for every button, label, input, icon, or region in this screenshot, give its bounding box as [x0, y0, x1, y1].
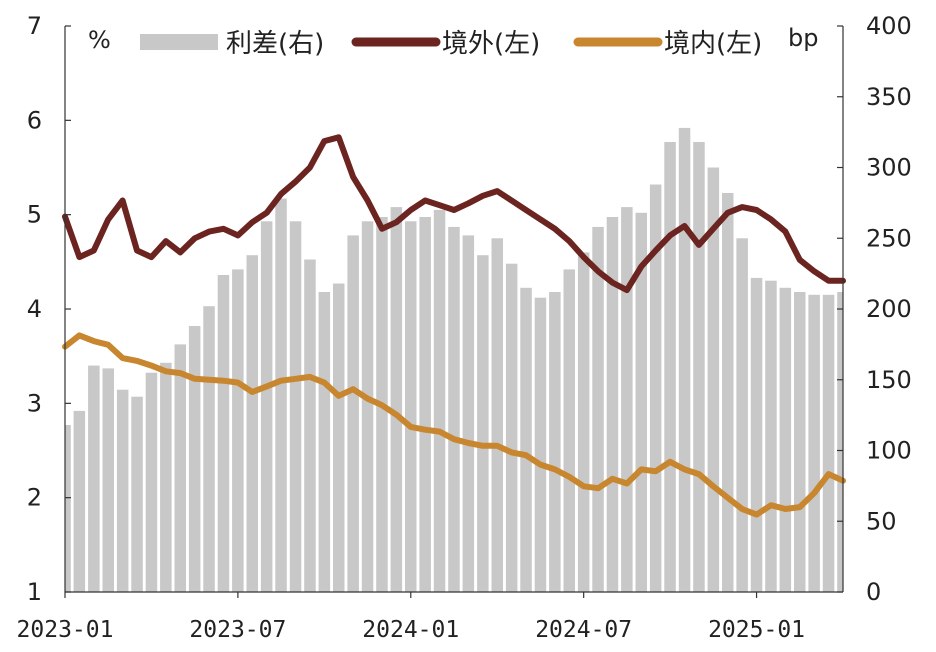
- spread-bar: [462, 235, 475, 592]
- spread-bar: [505, 263, 518, 592]
- spread-bar: [477, 255, 489, 592]
- x-tick-label: 2024-01: [362, 617, 459, 643]
- spread-bars: [65, 127, 843, 593]
- left-tick-label: 5: [27, 201, 42, 229]
- spread-bar: [808, 294, 820, 592]
- spread-bar: [361, 221, 374, 593]
- spread-bar: [65, 425, 71, 592]
- spread-bar: [419, 217, 431, 592]
- right-tick-label: 250: [866, 224, 912, 252]
- legend: 利差(右) 境外(左) 境内(左): [140, 29, 762, 59]
- spread-bar: [304, 259, 316, 592]
- onshore-line: [62, 332, 846, 518]
- x-tick-label: 2023-01: [17, 617, 114, 643]
- spread-bar: [534, 297, 547, 592]
- series-lines: [62, 134, 846, 518]
- spread-bar: [822, 294, 835, 592]
- right-tick-label: 50: [866, 507, 897, 535]
- spread-bar: [405, 221, 417, 593]
- spread-bar: [779, 287, 792, 592]
- spread-bar: [260, 221, 273, 593]
- spread-bar: [592, 226, 604, 592]
- spread-bar: [448, 226, 460, 592]
- spread-bar: [577, 252, 590, 592]
- spread-bar: [203, 306, 215, 592]
- spread-bar: [145, 372, 158, 592]
- spread-bar: [160, 362, 172, 592]
- left-tick-label: 6: [27, 106, 42, 134]
- right-tick-label: 300: [866, 154, 912, 182]
- spread-bar: [707, 167, 720, 592]
- right-tick-label: 200: [866, 295, 912, 323]
- axis-ticks: 1 2 3 4 5 6 7 0 50 100 150 200 250 300 350 400 2023-01 20…: [17, 12, 912, 643]
- spread-bar: [275, 198, 287, 592]
- left-tick-label: 2: [27, 484, 42, 512]
- left-tick-label: 4: [27, 295, 42, 323]
- x-tick-label: 2024-07: [535, 617, 632, 643]
- legend-label-onshore: 境内(左): [664, 29, 762, 59]
- left-unit-label: %: [88, 26, 111, 54]
- spread-bar: [347, 235, 359, 592]
- spread-bar: [318, 292, 331, 592]
- spread-bar: [217, 275, 230, 592]
- spread-bar: [333, 283, 345, 592]
- spread-bar: [750, 277, 763, 592]
- spread-bar: [520, 287, 532, 592]
- spread-bar: [433, 209, 446, 592]
- right-tick-label: 150: [866, 366, 912, 394]
- spread-bar: [102, 368, 114, 592]
- x-tick-label: 2025-01: [708, 617, 805, 643]
- left-tick-label: 3: [27, 389, 42, 417]
- right-tick-label: 350: [866, 83, 912, 111]
- right-tick-label: 0: [866, 578, 881, 606]
- spread-bar: [635, 212, 647, 593]
- spread-bar: [837, 292, 843, 592]
- left-tick-label: 1: [27, 578, 42, 606]
- spread-bar: [289, 221, 302, 593]
- spread-bar: [606, 217, 619, 592]
- spread-bar: [794, 292, 806, 592]
- spread-bar: [491, 238, 503, 593]
- legend-label-spread: 利差(右): [226, 29, 324, 59]
- offshore-line: [62, 134, 846, 294]
- spread-bar: [246, 255, 258, 592]
- spread-bar: [621, 207, 633, 592]
- spread-bar: [88, 365, 100, 592]
- right-unit-label: bp: [788, 24, 818, 52]
- spread-bar: [693, 142, 705, 592]
- spread-bar: [563, 269, 575, 592]
- spread-bar: [116, 389, 129, 592]
- x-tick-label: 2023-07: [189, 617, 286, 643]
- right-tick-label: 100: [866, 437, 912, 465]
- spread-bar: [664, 142, 676, 592]
- spread-bar: [232, 269, 244, 592]
- left-tick-label: 7: [27, 12, 42, 40]
- spread-bar: [722, 193, 734, 592]
- spread-bar: [765, 280, 777, 592]
- spread-bar: [549, 292, 561, 592]
- right-tick-label: 400: [866, 12, 912, 40]
- spread-bar: [649, 184, 662, 592]
- spread-bar: [174, 344, 186, 592]
- legend-swatch-spread: [140, 34, 218, 50]
- spread-bar: [678, 127, 691, 593]
- spread-bar: [390, 207, 403, 592]
- spread-bar: [736, 238, 748, 593]
- spread-bar: [73, 410, 86, 592]
- spread-bar: [131, 396, 143, 592]
- spread-bar: [188, 326, 201, 592]
- legend-label-offshore: 境外(左): [442, 29, 540, 59]
